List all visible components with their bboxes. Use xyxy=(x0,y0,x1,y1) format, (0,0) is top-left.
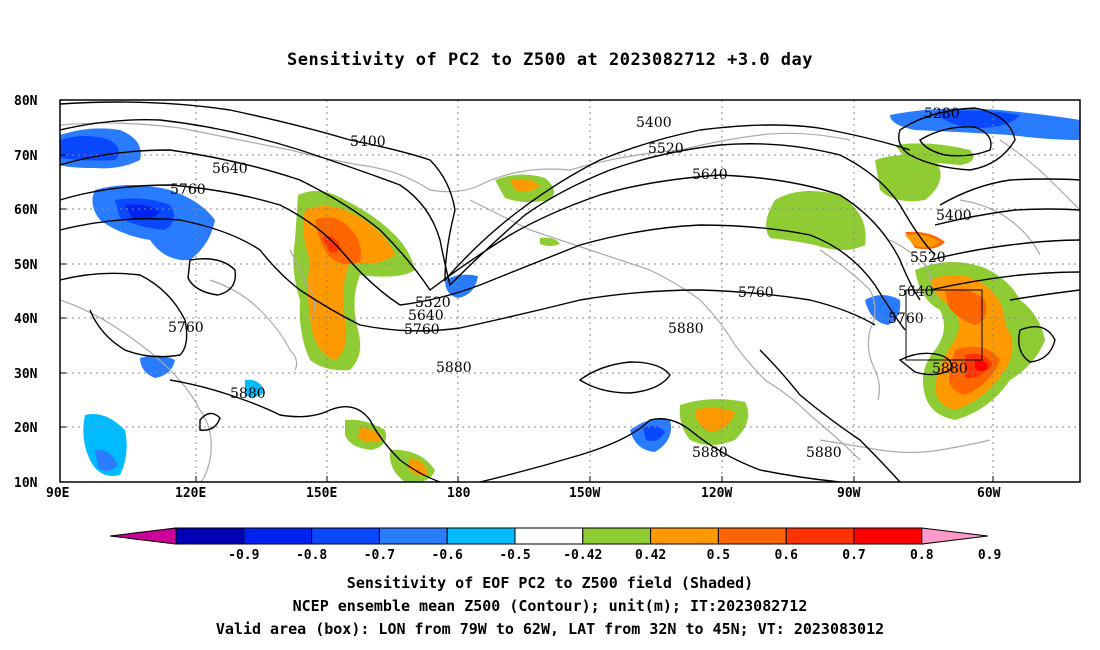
lat-label: 10N xyxy=(14,476,38,491)
colorbar-label: -0.7 xyxy=(364,548,395,563)
contour-label: 5880 xyxy=(436,360,472,376)
colorbar-cell xyxy=(311,527,380,545)
lon-label: 90E xyxy=(46,486,69,501)
colorbar-cell xyxy=(378,527,448,545)
contour-label: 5400 xyxy=(350,134,386,150)
plot-frame xyxy=(59,99,1081,483)
colorbar-label: -0.9 xyxy=(228,548,259,563)
contour-label: 5640 xyxy=(212,161,248,177)
colorbar-cell xyxy=(446,527,516,545)
colorbar-min-triangle xyxy=(109,527,177,545)
contour-label: 5760 xyxy=(168,320,204,336)
colorbar-cell xyxy=(650,527,719,545)
colorbar-cell xyxy=(243,527,313,545)
contour-label: 5880 xyxy=(230,386,266,402)
contour-label: 5880 xyxy=(806,445,842,461)
contour-labels: 5280 5400 5400 5400 5520 5520 5520 5640 … xyxy=(168,106,972,461)
z500-contours xyxy=(60,101,1080,482)
lon-label: 120W xyxy=(701,486,732,501)
contour-label: 5880 xyxy=(692,445,728,461)
longitude-labels: 90E 120E 150E 180 150W 120W 90W 60W xyxy=(46,486,1001,501)
colorbar-cell xyxy=(785,527,855,545)
contour-label: 5280 xyxy=(924,106,960,122)
colorbar-max-triangle xyxy=(921,527,988,545)
contour-label: 5760 xyxy=(738,285,774,301)
lon-label: 60W xyxy=(977,486,1001,501)
colorbar-label: -0.5 xyxy=(499,548,530,563)
colorbar-label: 0.42 xyxy=(635,548,666,563)
colorbar-label: 0.5 xyxy=(707,548,730,563)
caption-line-1: Sensitivity of EOF PC2 to Z500 field (Sh… xyxy=(346,574,754,592)
colorbar-label: -0.6 xyxy=(432,548,463,563)
lat-label: 70N xyxy=(14,149,38,164)
contour-label: 5760 xyxy=(170,182,206,198)
contour-label: 5400 xyxy=(636,115,672,131)
contour-label: 5880 xyxy=(932,361,968,377)
colorbar-cell xyxy=(514,527,584,545)
contour-label: 5400 xyxy=(936,208,972,224)
contour-label: 5640 xyxy=(692,167,728,183)
contour-label: 5640 xyxy=(898,284,934,300)
lon-label: 90W xyxy=(837,486,861,501)
colorbar-cell xyxy=(717,527,787,545)
colorbar-label: -0.8 xyxy=(296,548,327,563)
colorbar-cell xyxy=(175,527,245,545)
colorbar-label: -0.42 xyxy=(563,548,602,563)
lat-label: 60N xyxy=(14,203,38,218)
colorbar-label: 0.6 xyxy=(774,548,798,563)
lon-label: 150W xyxy=(569,486,600,501)
contour-label: 5880 xyxy=(668,321,704,337)
lon-label: 120E xyxy=(175,486,206,501)
caption-line-2: NCEP ensemble mean Z500 (Contour); unit(… xyxy=(292,597,808,615)
lat-label: 50N xyxy=(14,258,38,273)
colorbar-label: 0.8 xyxy=(910,548,934,563)
colorbar-label: 0.9 xyxy=(978,548,1001,563)
coastlines xyxy=(60,122,1080,482)
latitude-labels: 80N 70N 60N 50N 40N 30N 20N 10N xyxy=(14,94,38,491)
lat-label: 80N xyxy=(14,94,38,109)
colorbar-label: 0.7 xyxy=(842,548,865,563)
shaded-positive-regions xyxy=(293,143,1045,482)
lon-label: 180 xyxy=(447,486,471,501)
lat-label: 40N xyxy=(14,312,38,327)
lat-label: 30N xyxy=(14,367,38,382)
caption-line-3: Valid area (box): LON from 79W to 62W, L… xyxy=(215,620,885,638)
contour-label: 5760 xyxy=(404,322,440,338)
contour-label: 5520 xyxy=(648,141,684,157)
colorbar-cell xyxy=(853,527,923,545)
valid-area-box xyxy=(905,289,983,361)
axis-ticks xyxy=(60,154,994,482)
lat-label: 20N xyxy=(14,421,38,436)
contour-label: 5520 xyxy=(415,295,451,311)
contour-label: 5640 xyxy=(408,308,444,324)
lon-label: 150E xyxy=(306,486,337,501)
map-title: Sensitivity of PC2 to Z500 at 2023082712… xyxy=(286,50,813,70)
colorbar: -0.9 -0.8 -0.7 -0.6 -0.5 -0.42 0.42 0.5 0.6 0.7 0.… xyxy=(109,527,1001,563)
contour-label: 5520 xyxy=(910,250,946,266)
grid-lines xyxy=(60,100,1080,482)
contour-label: 5760 xyxy=(888,311,924,327)
colorbar-cell xyxy=(582,527,652,545)
